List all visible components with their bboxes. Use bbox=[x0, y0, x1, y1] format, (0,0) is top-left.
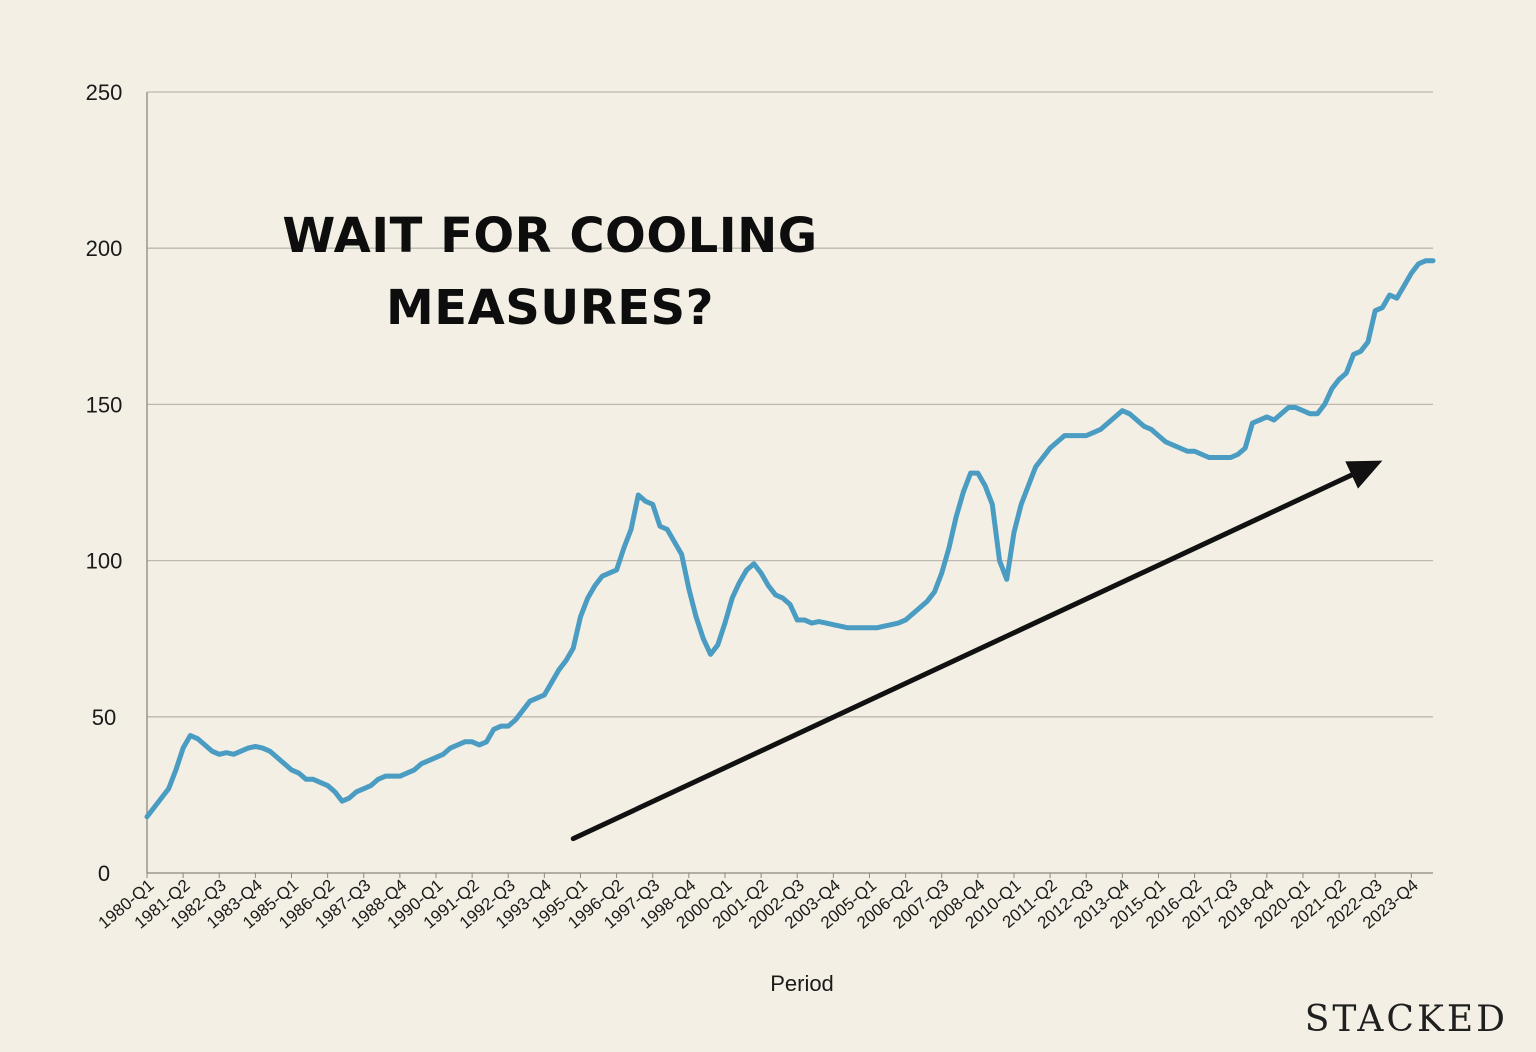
brand-logo: STACKED bbox=[1304, 999, 1508, 1040]
gridlines bbox=[147, 91, 1433, 718]
trend-arrow-head bbox=[1345, 460, 1383, 489]
headline-line-1: WAIT FOR COOLING bbox=[282, 208, 818, 264]
y-tick-label: 150 bbox=[86, 392, 123, 417]
y-tick-label: 100 bbox=[86, 549, 123, 574]
series-layer bbox=[144, 258, 1436, 820]
y-tick-label: 250 bbox=[86, 80, 123, 105]
x-axis: 1980-Q11981-Q21982-Q31983-Q41985-Q11986-… bbox=[95, 872, 1433, 933]
series-line bbox=[144, 258, 1436, 820]
y-tick-label: 0 bbox=[98, 861, 110, 886]
x-axis-title: Period bbox=[770, 971, 834, 996]
y-axis: 0 50 100 150 200 250 bbox=[86, 80, 148, 886]
trend-arrow bbox=[570, 460, 1383, 842]
y-tick-label: 50 bbox=[92, 705, 116, 730]
y-tick-label: 200 bbox=[86, 236, 123, 261]
headline: WAIT FOR COOLING MEASURES? bbox=[240, 200, 860, 344]
headline-line-2: MEASURES? bbox=[386, 280, 714, 336]
trend-arrow-shaft bbox=[570, 472, 1355, 842]
